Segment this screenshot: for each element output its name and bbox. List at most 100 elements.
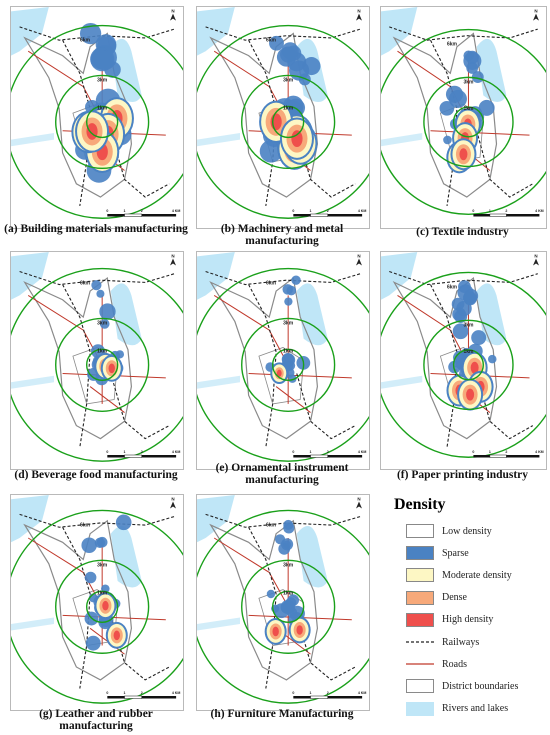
river-west	[197, 132, 240, 147]
sparse-blob	[81, 537, 97, 553]
district-boundary	[23, 276, 133, 440]
legend-items: Low density Sparse Moderate density Dense Hi…	[382, 520, 546, 720]
high-core	[291, 130, 303, 148]
legend-label: Sparse	[442, 547, 469, 559]
high-core	[459, 148, 468, 161]
lake-east	[476, 38, 507, 103]
scale-seg	[293, 696, 311, 699]
density-blobs	[265, 275, 311, 385]
lake-east	[110, 283, 142, 346]
legend-item: District boundaries	[382, 675, 546, 697]
caption-line: (f) Paper printing industry	[396, 469, 529, 481]
railway-north	[205, 513, 361, 528]
scale-tick: 4 KM	[172, 209, 181, 213]
district-boundary	[209, 519, 319, 681]
label-1km: 1km	[97, 590, 108, 596]
label-6km: 6km	[447, 42, 458, 48]
density-blobs	[439, 50, 495, 174]
scale-seg	[473, 455, 490, 458]
sparse-blob	[96, 289, 105, 298]
legend-label: Roads	[442, 658, 467, 670]
railway-north	[19, 271, 175, 286]
map-panel-e: 6km 3km 1km N 0 1 2 4 KM	[196, 251, 370, 470]
map-svg: 6km 3km 1km N 0 1 2 4 KM	[381, 252, 546, 458]
ring-6km	[11, 509, 183, 704]
scale-tick: 2	[141, 450, 143, 454]
map-panel-c: 6km 3km 1km N 0 1 2 4 KM	[380, 6, 547, 229]
sparse-blob	[487, 354, 497, 364]
railway-southeast	[110, 615, 170, 681]
ring-3km	[241, 559, 336, 654]
caption-h: (h) Furniture Manufacturing	[190, 708, 374, 720]
north-arrow-icon	[356, 13, 362, 21]
scale-tick: 0	[472, 450, 474, 454]
high-core	[272, 626, 279, 637]
river-west	[197, 617, 240, 631]
sparse-blob	[79, 22, 102, 45]
ring-1km	[452, 349, 484, 381]
legend-swatch	[406, 635, 434, 649]
ring-1km	[271, 590, 305, 623]
sparse-blob	[471, 330, 487, 346]
north-label: N	[171, 496, 174, 501]
road-northwest	[213, 537, 289, 608]
sparse-blob	[283, 519, 294, 530]
road-east-west	[248, 373, 352, 379]
railway-southeast	[110, 373, 170, 440]
road-east-west	[430, 130, 530, 136]
railway-southeast	[476, 373, 534, 440]
label-1km: 1km	[97, 348, 108, 354]
scale-tick: 1	[310, 209, 312, 213]
river-northwest	[11, 7, 49, 56]
map-svg: 6km 3km 1km N 0 1 2 4 KM	[11, 7, 183, 219]
north-arrow-icon	[356, 501, 362, 509]
scale-seg	[141, 455, 177, 458]
scale-tick: 1	[310, 450, 312, 454]
sparse-blob	[457, 284, 474, 301]
scale-tick: 2	[505, 450, 507, 454]
caption-g: (g) Leather and rubber manufacturing	[4, 708, 188, 732]
north-arrow-icon	[533, 258, 539, 266]
caption-line: (g) Leather and rubber manufacturing	[39, 708, 153, 732]
north-label: N	[357, 496, 360, 501]
sparse-blob	[281, 352, 295, 366]
river-west	[197, 375, 240, 389]
legend-swatch	[406, 679, 434, 694]
lake-east	[476, 283, 507, 346]
scale-seg	[473, 214, 490, 217]
ring-1km	[85, 590, 119, 623]
ring-6km	[197, 267, 369, 462]
sparse-blob	[269, 35, 284, 51]
label-1km: 1km	[463, 106, 474, 112]
sparse-blob	[291, 275, 301, 285]
legend-swatch	[406, 524, 434, 539]
scale-seg	[506, 214, 540, 217]
ring-3km	[423, 76, 514, 168]
high-core	[108, 363, 115, 374]
sparse-blob	[284, 297, 293, 306]
density-blobs	[264, 519, 311, 645]
railway-central	[248, 39, 277, 206]
sparse-blob	[452, 323, 469, 340]
label-3km: 3km	[97, 77, 108, 83]
river-west	[381, 375, 423, 389]
density-blobs	[259, 35, 321, 170]
sparse-blob	[463, 50, 474, 61]
north-label: N	[534, 254, 537, 259]
railway-central	[430, 39, 458, 206]
river-northwest	[197, 252, 235, 300]
label-3km: 3km	[283, 320, 294, 326]
label-6km: 6km	[80, 38, 91, 44]
scale-tick: 1	[489, 450, 491, 454]
map-panel-g: 6km 3km 1km N 0 1 2 4 KM	[10, 494, 184, 711]
legend-swatch	[406, 701, 434, 716]
label-6km: 6km	[266, 522, 277, 528]
sparse-blob	[286, 285, 297, 296]
caption-line: (a) Building materials manufacturing	[4, 223, 188, 235]
legend-title: Density	[394, 496, 446, 513]
scale-tick: 2	[141, 209, 143, 213]
sparse-blob	[456, 300, 472, 317]
scale-tick: 1	[124, 209, 126, 213]
sparse-blob	[115, 514, 132, 531]
railway-north	[19, 26, 175, 41]
